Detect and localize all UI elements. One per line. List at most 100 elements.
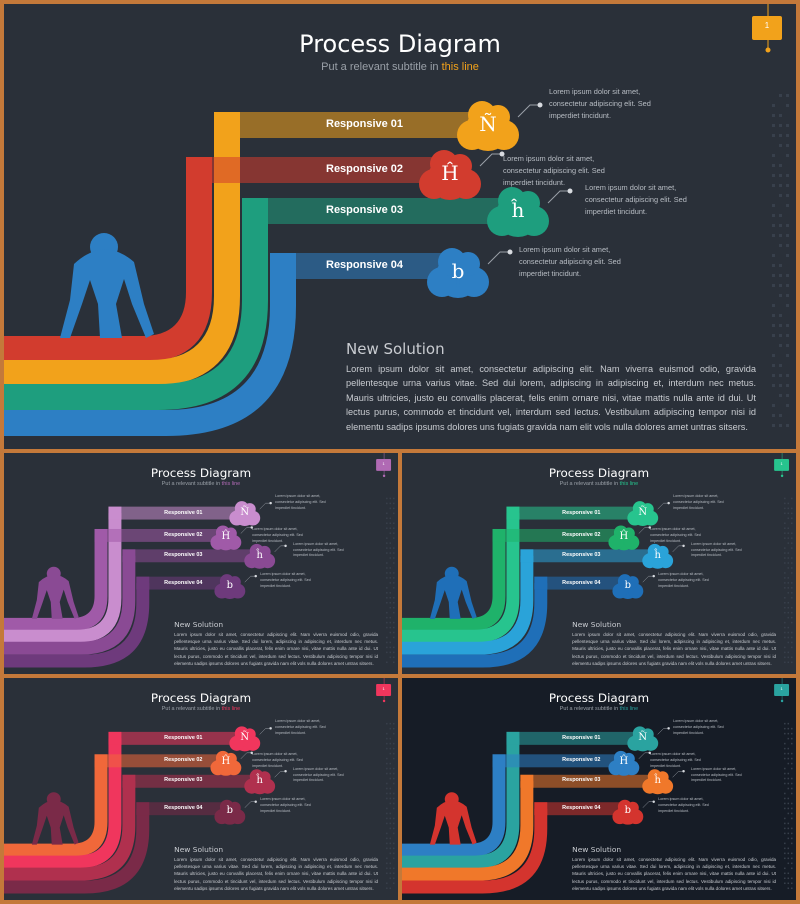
grid-dot	[784, 507, 786, 510]
grid-dot	[393, 877, 395, 880]
grid-dot	[791, 542, 793, 544]
step-label-2: Responsive 02	[562, 532, 601, 539]
callout-dot	[250, 526, 253, 529]
callout-dot	[254, 574, 257, 578]
grid-dot	[389, 547, 392, 549]
callout-text-1: Lorem ipsum dolor sit amet, consectetur a…	[673, 719, 724, 737]
callout-connector	[672, 545, 684, 553]
step-label-1: Responsive 01	[562, 509, 601, 516]
grid-dot	[393, 752, 395, 755]
grid-dot	[389, 862, 392, 865]
grid-dot	[393, 882, 395, 885]
step-bar-cap-3	[520, 774, 534, 788]
grid-dot	[787, 747, 790, 750]
grid-dot	[791, 887, 793, 890]
step-bar-4	[270, 253, 444, 279]
page-badge	[752, 16, 782, 40]
callout-line: consectetur adipiscing elit. Sed	[650, 533, 701, 538]
callout-dot	[667, 727, 670, 730]
step-bar-cap-4	[136, 576, 150, 590]
subtitle-highlight: this line	[441, 61, 479, 73]
cloud-icon-2	[608, 750, 640, 776]
subtitle-highlight: this line	[619, 706, 639, 713]
cloud-icon-3	[487, 187, 549, 237]
callout-line: Lorem ipsum dolor sit amet,	[691, 766, 737, 771]
callout-line: imperdiet tincidunt.	[585, 207, 648, 216]
grid-dot	[791, 517, 793, 520]
grid-dot	[393, 817, 395, 820]
grid-dot	[772, 424, 775, 427]
callout-dot	[648, 751, 651, 755]
callout-connector	[638, 752, 650, 759]
runner-silhouette-icon	[60, 233, 154, 338]
grid-dot	[779, 114, 782, 117]
callout-line: Lorem ipsum dolor sit amet,	[549, 87, 641, 96]
step-bar-cap-4	[534, 802, 548, 816]
grid-dot	[791, 857, 793, 860]
diagram-canvas	[402, 453, 793, 668]
grid-dot	[787, 772, 790, 775]
grid-dot	[791, 611, 793, 614]
grid-dot	[791, 656, 793, 659]
grid-dot	[386, 636, 388, 639]
page-number: 1	[764, 21, 770, 30]
callout-line: Lorem ipsum dolor sit amet,	[252, 752, 298, 757]
grid-dot	[389, 822, 392, 825]
grid-dot	[386, 522, 388, 525]
callout-line: consectetur adipiscing elit. Sed	[252, 758, 303, 763]
grid-dot	[779, 164, 782, 167]
callout-text-4: Lorem ipsum dolor sit amet, consectetur a…	[260, 572, 311, 590]
grid-dot	[787, 807, 790, 810]
grid-dot	[791, 812, 793, 815]
grid-dot	[787, 802, 790, 805]
step-label-1: Responsive 01	[326, 118, 404, 130]
callout-line: Lorem ipsum dolor sit amet,	[260, 797, 306, 802]
grid-dot	[784, 842, 786, 845]
callout-text-2: Lorem ipsum dolor sit amet, consectetur a…	[252, 527, 303, 545]
callout-connector	[240, 752, 252, 759]
grid-dot	[787, 517, 790, 520]
cloud-icon-4	[612, 574, 644, 600]
grid-dot	[389, 802, 392, 805]
cloud-glyph-1: Ñ	[240, 731, 250, 743]
grid-dot	[784, 867, 786, 870]
grid-dot	[787, 631, 790, 634]
grid-dot	[786, 184, 789, 187]
callout-line: imperdiet tincidunt.	[275, 730, 306, 735]
grid-dot	[791, 802, 793, 805]
grid-dot	[787, 611, 790, 614]
step-bar-1	[108, 731, 238, 745]
callout-line: imperdiet tincidunt.	[673, 505, 704, 510]
grid-dot	[386, 797, 388, 800]
step-label-1: Responsive 01	[164, 509, 203, 516]
grid-dot	[389, 852, 392, 855]
process-band-1	[4, 513, 122, 643]
grid-dot	[784, 732, 786, 735]
grid-dot	[787, 882, 790, 885]
grid-dot	[784, 661, 786, 664]
step-bar-cap-1	[214, 112, 240, 138]
grid-dot	[389, 762, 392, 765]
grid-dot	[784, 527, 786, 529]
callout-connector	[642, 801, 654, 808]
grid-dot	[389, 567, 392, 569]
grid-dot	[786, 344, 789, 347]
page-badge	[774, 458, 790, 471]
grid-dot	[784, 757, 786, 760]
grid-dot	[386, 817, 388, 820]
step-bar-3	[122, 774, 257, 788]
grid-dot	[386, 661, 388, 664]
step-bar-2	[492, 528, 621, 542]
grid-dot	[786, 234, 789, 237]
grid-dot	[393, 792, 395, 795]
step-bar-cap-3	[122, 549, 136, 563]
step-bar-1	[108, 506, 238, 520]
grid-dot	[393, 872, 395, 875]
grid-dot	[784, 877, 786, 880]
grid-dot	[787, 797, 790, 800]
grid-dot	[784, 626, 786, 629]
grid-dot	[389, 592, 392, 594]
grid-dot	[791, 862, 793, 865]
grid-dot	[389, 837, 392, 840]
cloud-icon-1	[229, 726, 261, 752]
